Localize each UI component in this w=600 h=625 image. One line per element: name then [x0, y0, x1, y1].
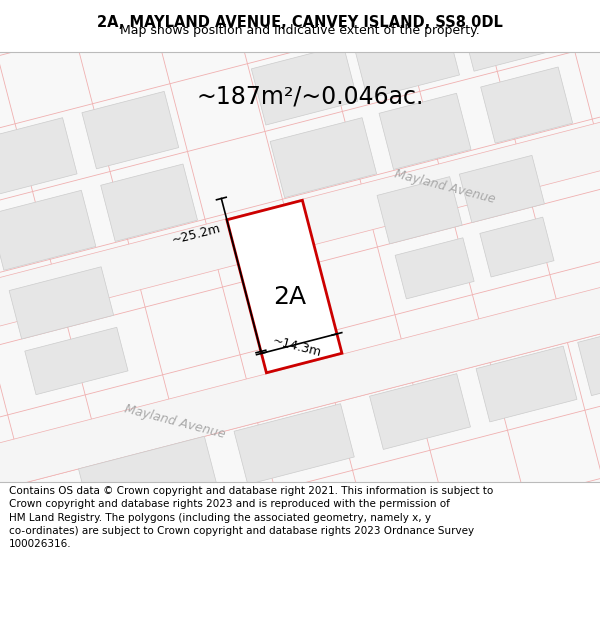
Polygon shape	[476, 346, 577, 422]
Polygon shape	[481, 67, 572, 143]
Polygon shape	[101, 164, 197, 241]
Polygon shape	[83, 525, 173, 594]
Polygon shape	[79, 436, 220, 527]
Text: ~25.2m: ~25.2m	[170, 222, 223, 247]
Polygon shape	[9, 267, 113, 339]
Polygon shape	[227, 200, 342, 372]
Polygon shape	[0, 234, 600, 528]
Polygon shape	[578, 320, 600, 396]
Text: ~187m²/~0.046ac.: ~187m²/~0.046ac.	[196, 84, 424, 108]
Text: 2A: 2A	[273, 284, 306, 309]
Text: Mayland Avenue: Mayland Avenue	[392, 167, 496, 206]
Text: Map shows position and indicative extent of the property.: Map shows position and indicative extent…	[120, 24, 480, 38]
Polygon shape	[234, 404, 354, 484]
Polygon shape	[0, 79, 600, 375]
Polygon shape	[82, 91, 179, 169]
Polygon shape	[0, 190, 96, 270]
Polygon shape	[25, 328, 128, 394]
Polygon shape	[179, 500, 269, 569]
Polygon shape	[353, 19, 460, 99]
Polygon shape	[251, 45, 358, 125]
Polygon shape	[460, 0, 556, 71]
Polygon shape	[270, 118, 377, 198]
Polygon shape	[395, 238, 474, 299]
Text: Mayland Avenue: Mayland Avenue	[123, 402, 226, 441]
Polygon shape	[460, 156, 544, 222]
Polygon shape	[370, 374, 470, 449]
Polygon shape	[377, 177, 462, 244]
Text: 2A, MAYLAND AVENUE, CANVEY ISLAND, SS8 0DL: 2A, MAYLAND AVENUE, CANVEY ISLAND, SS8 0…	[97, 14, 503, 29]
Text: Contains OS data © Crown copyright and database right 2021. This information is : Contains OS data © Crown copyright and d…	[9, 486, 493, 549]
Polygon shape	[379, 93, 471, 169]
Polygon shape	[480, 217, 554, 277]
Polygon shape	[0, 118, 77, 198]
Text: ~14.3m: ~14.3m	[271, 334, 323, 359]
